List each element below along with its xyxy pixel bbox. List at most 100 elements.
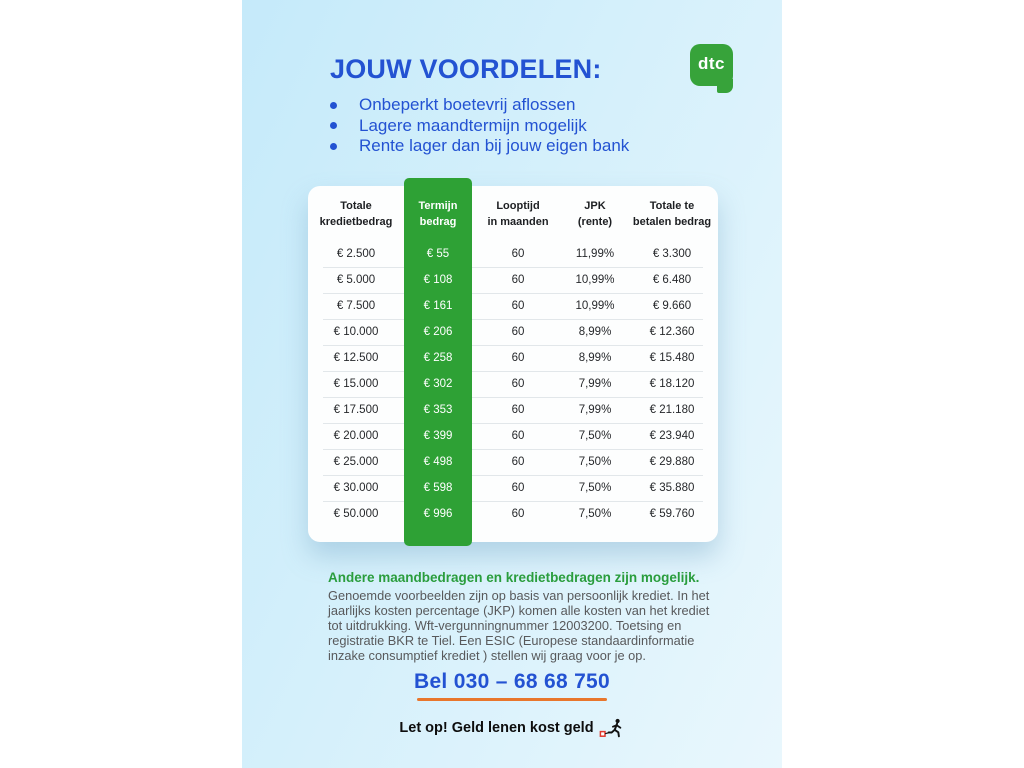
bullet-icon xyxy=(330,142,337,150)
money-burden-runner-icon xyxy=(599,718,621,738)
cell-jkp: 8,99% xyxy=(578,326,612,338)
cell-looptijd: 60 xyxy=(511,352,525,364)
cell-looptijd: 60 xyxy=(511,482,525,494)
bullet-icon xyxy=(330,122,337,130)
cell-kredietbedrag: € 20.000 xyxy=(333,430,379,442)
cell-totaal: € 12.360 xyxy=(649,326,695,338)
cell-kredietbedrag: € 50.000 xyxy=(333,508,379,520)
row-divider xyxy=(323,345,703,346)
row-divider xyxy=(323,267,703,268)
benefit-text: Rente lager dan bij jouw eigen bank xyxy=(359,136,630,156)
column-header: Looptijd in maanden xyxy=(487,199,549,228)
warning-text: Let op! Geld lenen kost geld xyxy=(399,720,594,736)
cell-jkp: 8,99% xyxy=(578,352,612,364)
cell-totaal: € 23.940 xyxy=(649,430,695,442)
cell-termijnbedrag: € 996 xyxy=(423,508,453,520)
cell-kredietbedrag: € 15.000 xyxy=(333,378,379,390)
cell-jkp: 7,50% xyxy=(578,430,612,442)
column-header: Termijn bedrag xyxy=(418,199,458,228)
table-row: € 15.000 € 302 60 7,99% € 18.120 xyxy=(308,371,718,397)
row-divider xyxy=(323,371,703,372)
cell-totaal: € 15.480 xyxy=(649,352,695,364)
page-title: JOUW VOORDELEN: xyxy=(330,54,602,84)
cell-looptijd: 60 xyxy=(511,300,525,312)
cell-looptijd: 60 xyxy=(511,378,525,390)
cell-jkp: 7,50% xyxy=(578,456,612,468)
cell-looptijd: 60 xyxy=(511,248,525,260)
benefit-text: Onbeperkt boetevrij aflossen xyxy=(359,95,576,115)
highlight-column xyxy=(404,178,472,546)
table-content: Totale kredietbedrag Termijn bedrag Loop… xyxy=(308,186,718,527)
row-divider xyxy=(323,319,703,320)
cell-termijnbedrag: € 598 xyxy=(423,482,453,494)
cell-totaal: € 6.480 xyxy=(652,274,692,286)
benefit-text: Lagere maandtermijn mogelijk xyxy=(359,115,587,135)
row-divider xyxy=(323,397,703,398)
cell-jkp: 7,50% xyxy=(578,508,612,520)
table-row: € 10.000 € 206 60 8,99% € 12.360 xyxy=(308,319,718,345)
cell-jkp: 7,99% xyxy=(578,404,612,416)
cell-totaal: € 3.300 xyxy=(652,248,692,260)
row-divider xyxy=(323,475,703,476)
cell-termijnbedrag: € 302 xyxy=(423,378,453,390)
cell-looptijd: 60 xyxy=(511,274,525,286)
cell-jkp: 10,99% xyxy=(575,300,615,312)
table-row: € 12.500 € 258 60 8,99% € 15.480 xyxy=(308,345,718,371)
cell-totaal: € 29.880 xyxy=(649,456,695,468)
table-row: € 5.000 € 108 60 10,99% € 6.480 xyxy=(308,267,718,293)
table-row: € 20.000 € 399 60 7,50% € 23.940 xyxy=(308,423,718,449)
bullet-icon xyxy=(330,101,337,109)
cell-totaal: € 35.880 xyxy=(649,482,695,494)
table-row: € 2.500 € 55 60 11,99% € 3.300 xyxy=(308,241,718,267)
list-item: Onbeperkt boetevrij aflossen xyxy=(330,95,629,116)
cell-kredietbedrag: € 17.500 xyxy=(333,404,379,416)
disclaimer-text: Genoemde voorbeelden zijn op basis van p… xyxy=(328,588,710,663)
cell-totaal: € 59.760 xyxy=(649,508,695,520)
row-divider xyxy=(323,449,703,450)
benefits-list: Onbeperkt boetevrij aflossen Lagere maan… xyxy=(330,95,629,157)
table-row: € 30.000 € 598 60 7,50% € 35.880 xyxy=(308,475,718,501)
loan-table: Totale kredietbedrag Termijn bedrag Loop… xyxy=(308,178,718,546)
cell-looptijd: 60 xyxy=(511,508,525,520)
cell-termijnbedrag: € 353 xyxy=(423,404,453,416)
row-divider xyxy=(323,293,703,294)
cell-termijnbedrag: € 498 xyxy=(423,456,453,468)
table-header-row: Totale kredietbedrag Termijn bedrag Loop… xyxy=(308,186,718,241)
table-card xyxy=(308,186,718,542)
credit-warning: Let op! Geld lenen kost geld xyxy=(242,718,782,738)
cell-totaal: € 18.120 xyxy=(649,378,695,390)
cell-kredietbedrag: € 2.500 xyxy=(336,248,376,260)
cell-looptijd: 60 xyxy=(511,456,525,468)
cell-kredietbedrag: € 30.000 xyxy=(333,482,379,494)
cell-totaal: € 9.660 xyxy=(652,300,692,312)
phone-link[interactable]: Bel 030 – 68 68 750 xyxy=(413,670,611,693)
cell-kredietbedrag: € 10.000 xyxy=(333,326,379,338)
table-row: € 25.000 € 498 60 7,50% € 29.880 xyxy=(308,449,718,475)
list-item: Rente lager dan bij jouw eigen bank xyxy=(330,136,629,157)
table-row: € 50.000 € 996 60 7,50% € 59.760 xyxy=(308,501,718,527)
subheading: Andere maandbedragen en kredietbedragen … xyxy=(328,570,700,585)
phone-cta: Bel 030 – 68 68 750 xyxy=(242,670,782,701)
cell-termijnbedrag: € 258 xyxy=(423,352,453,364)
cell-termijnbedrag: € 108 xyxy=(423,274,453,286)
cell-kredietbedrag: € 12.500 xyxy=(333,352,379,364)
phone-underline xyxy=(417,698,607,701)
cell-termijnbedrag: € 55 xyxy=(426,248,450,260)
cell-jkp: 7,50% xyxy=(578,482,612,494)
list-item: Lagere maandtermijn mogelijk xyxy=(330,116,629,137)
table-row: € 7.500 € 161 60 10,99% € 9.660 xyxy=(308,293,718,319)
cell-termijnbedrag: € 399 xyxy=(423,430,453,442)
dtc-logo: dtc xyxy=(690,44,733,93)
cell-totaal: € 21.180 xyxy=(649,404,695,416)
cell-looptijd: 60 xyxy=(511,326,525,338)
column-header: Totale kredietbedrag xyxy=(319,199,393,228)
cell-jkp: 11,99% xyxy=(575,248,615,260)
cell-looptijd: 60 xyxy=(511,430,525,442)
speech-bubble-tail-icon xyxy=(717,79,733,93)
cell-kredietbedrag: € 5.000 xyxy=(336,274,376,286)
cell-termijnbedrag: € 206 xyxy=(423,326,453,338)
row-divider xyxy=(323,423,703,424)
column-header: Totale te betalen bedrag xyxy=(632,199,712,228)
cell-kredietbedrag: € 25.000 xyxy=(333,456,379,468)
